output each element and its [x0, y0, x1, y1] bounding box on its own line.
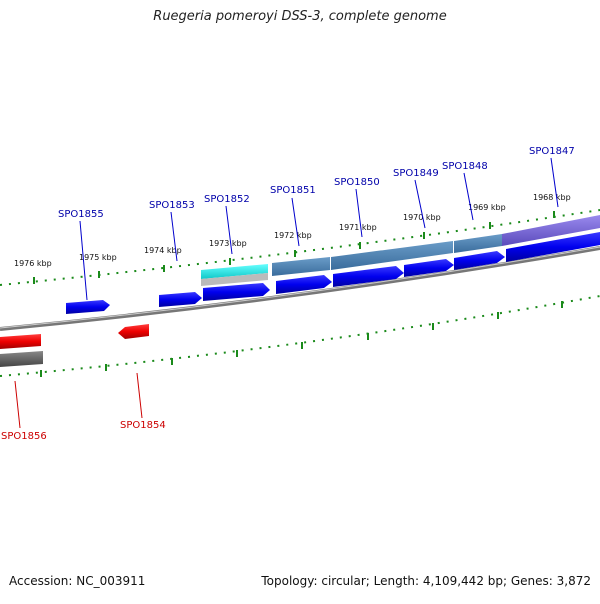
gene-label-spo1854[interactable]: SPO1854	[120, 420, 166, 431]
gene-label-spo1855[interactable]: SPO1855	[58, 209, 104, 220]
gene-arrow-spo1856[interactable]	[0, 334, 41, 349]
leader-line	[291, 197, 300, 247]
leader-line	[79, 220, 88, 301]
gene-arrow-spo1850[interactable]	[333, 266, 404, 287]
gene-label-spo1848[interactable]: SPO1848	[442, 161, 488, 172]
scale-label: 1974 kbp	[144, 246, 182, 255]
gene-arrow-spo1847[interactable]	[506, 232, 600, 262]
scale-label: 1973 kbp	[209, 239, 247, 248]
reverse-gene-labels: SPO1856 SPO1854	[1, 420, 166, 442]
cds-bar-purple	[502, 215, 600, 246]
gene-arrow-spo1854[interactable]	[118, 324, 149, 339]
cds-bar-gray	[201, 273, 268, 286]
leader-line	[550, 157, 559, 208]
scale-label: 1968 kbp	[533, 193, 571, 202]
inner-major-ticks	[40, 301, 563, 377]
leader-line	[225, 205, 233, 255]
gene-arrow-spo1852[interactable]	[203, 283, 270, 301]
cds-bar-darkgray	[0, 351, 43, 367]
scale-label: 1975 kbp	[79, 253, 117, 262]
cds-features	[0, 215, 600, 367]
cds-bar-cyan	[201, 264, 268, 279]
forward-label-leaders	[79, 157, 559, 301]
gene-arrow-spo1853[interactable]	[159, 292, 202, 307]
reverse-gene-arrows	[0, 324, 149, 349]
leader-line	[355, 188, 363, 238]
gene-label-spo1847[interactable]: SPO1847	[529, 146, 575, 157]
gene-label-spo1852[interactable]: SPO1852	[204, 194, 250, 205]
gene-arrow-spo1855[interactable]	[66, 300, 110, 314]
accession-text: Accession: NC_003911	[9, 574, 146, 588]
scale-track-outer	[0, 209, 600, 286]
genome-title: Ruegeria pomeroyi DSS-3, complete genome	[153, 9, 447, 24]
gene-arrow-spo1851[interactable]	[276, 275, 332, 294]
scale-label: 1969 kbp	[468, 203, 506, 212]
cds-bar-steel	[331, 241, 453, 270]
gene-label-spo1850[interactable]: SPO1850	[334, 177, 380, 188]
leader-line	[463, 172, 474, 221]
cds-bar-steel	[272, 257, 330, 276]
scale-label: 1976 kbp	[14, 259, 52, 268]
gene-arrow-spo1848[interactable]	[454, 251, 505, 270]
gene-label-spo1851[interactable]: SPO1851	[270, 185, 316, 196]
leader-line	[136, 372, 143, 419]
genome-backbone-highlight	[0, 246, 600, 329]
scale-label: 1970 kbp	[403, 213, 441, 222]
genome-backbone	[0, 246, 600, 331]
leader-line	[14, 380, 21, 429]
gene-label-spo1856[interactable]: SPO1856	[1, 431, 47, 442]
genome-summary-text: Topology: circular; Length: 4,109,442 bp…	[261, 574, 591, 588]
cds-bar-steel	[454, 234, 502, 253]
outer-major-ticks	[33, 211, 555, 284]
leader-line	[414, 179, 426, 229]
forward-gene-labels: SPO1855 SPO1853 SPO1852 SPO1851 SPO1850 …	[58, 146, 575, 220]
scale-label: 1972 kbp	[274, 231, 312, 240]
gene-label-spo1849[interactable]: SPO1849	[393, 168, 439, 179]
gene-arrow-spo1849[interactable]	[404, 259, 454, 277]
forward-gene-arrows	[66, 232, 600, 314]
gene-label-spo1853[interactable]: SPO1853	[149, 200, 195, 211]
scale-label: 1971 kbp	[339, 223, 377, 232]
leader-line	[170, 211, 178, 262]
reverse-label-leaders	[14, 372, 143, 429]
scale-labels: 1976 kbp 1975 kbp 1974 kbp 1973 kbp 1972…	[14, 193, 571, 268]
